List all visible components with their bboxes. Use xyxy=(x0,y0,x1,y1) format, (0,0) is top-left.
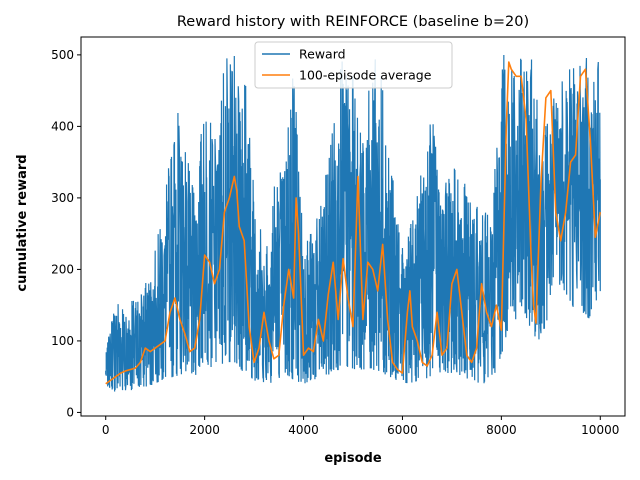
y-tick-label: 0 xyxy=(66,405,74,419)
axes: 0 2000 4000 6000 8000 10000 0 100 200 300 400 500 xyxy=(51,36,626,437)
y-tick-label: 100 xyxy=(51,334,74,348)
average-series-line xyxy=(105,61,602,385)
y-tick-label: 400 xyxy=(51,119,74,133)
x-tick-label: 10000 xyxy=(581,423,619,437)
x-tick-label: 8000 xyxy=(486,423,517,437)
legend-label: 100-episode average xyxy=(299,68,432,83)
y-tick-label: 300 xyxy=(51,191,74,205)
x-tick-label: 2000 xyxy=(189,423,220,437)
x-tick-label: 0 xyxy=(102,423,110,437)
reward-series-line xyxy=(105,54,601,392)
y-axis-label: cumulative reward xyxy=(15,154,30,291)
x-tick-label: 4000 xyxy=(288,423,319,437)
legend-label: Reward xyxy=(299,47,346,62)
plot-area xyxy=(105,54,602,392)
y-tick-label: 200 xyxy=(51,262,74,276)
chart-title: Reward history with REINFORCE (baseline … xyxy=(177,14,529,30)
axes-frame xyxy=(80,36,626,417)
x-tick-label: 6000 xyxy=(387,423,418,437)
legend: Reward 100-episode average xyxy=(254,41,453,89)
legend-box xyxy=(254,41,453,89)
x-axis-label: episode xyxy=(324,451,382,466)
y-tick-label: 500 xyxy=(51,48,74,62)
